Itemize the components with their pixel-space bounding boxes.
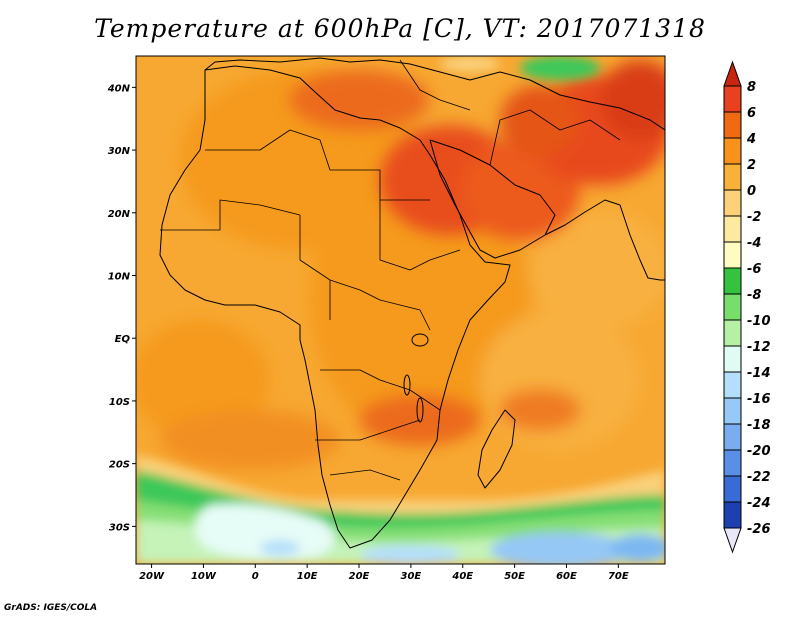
colorbar-label: 8 — [747, 80, 756, 95]
longitude-axis: 20W 10W 0 10E 20E 30E 40E 50E 60E 70E — [139, 564, 629, 582]
map-title: Temperature at 600hPa [C], VT: 201707131… — [94, 14, 706, 43]
lat-label: 30N — [108, 146, 131, 157]
lon-label: 70E — [608, 571, 629, 582]
colorbar-label: -22 — [747, 470, 771, 485]
colorbar-box — [723, 241, 742, 269]
latitude-axis: 40N 30N 20N 10N EQ 10S 20S 30S — [107, 83, 136, 533]
colorbar-label: -12 — [747, 340, 771, 355]
colorbar-label: -16 — [747, 392, 771, 407]
lon-label: 50E — [504, 571, 525, 582]
colorbar-top-arrow — [723, 60, 742, 87]
colorbar-label: -8 — [747, 288, 761, 303]
lon-label: 10E — [297, 571, 318, 582]
colorbar-box — [723, 345, 742, 373]
colorbar-label: 4 — [746, 132, 756, 147]
colorbar-box — [723, 137, 742, 165]
colorbar-label: -10 — [747, 314, 771, 329]
colorbar-bottom-arrow — [723, 527, 742, 554]
colorbar-label: -18 — [747, 418, 771, 433]
colorbar-box — [723, 397, 742, 425]
temperature-field — [136, 56, 665, 564]
colorbar-label: -26 — [747, 522, 771, 537]
credit-text: GrADS: IGES/COLA — [4, 603, 98, 613]
colorbar-box — [723, 501, 742, 529]
arabia — [429, 139, 556, 259]
colorbar-label: -4 — [747, 236, 761, 251]
asia-coast — [544, 199, 665, 281]
colorbar-box — [723, 423, 742, 451]
colorbar-box — [723, 267, 742, 295]
colorbar-label: -2 — [747, 210, 761, 225]
lat-label: EQ — [115, 334, 131, 345]
colorbar-box — [723, 475, 742, 503]
cool-regions — [136, 56, 665, 564]
colorbar-label: 2 — [747, 158, 756, 173]
madagascar — [477, 409, 516, 489]
lon-label: 20E — [349, 571, 370, 582]
colorbar-box — [723, 293, 742, 321]
colorbar-box — [723, 371, 742, 399]
coastlines — [159, 57, 665, 549]
lon-label: 30E — [400, 571, 421, 582]
colorbar-label: 0 — [747, 184, 756, 199]
colorbar-label: 6 — [747, 106, 756, 121]
colorbar-box — [723, 215, 742, 243]
lon-label: 40E — [451, 571, 473, 582]
lon-label: 0 — [252, 571, 259, 582]
lat-label: 10S — [109, 397, 130, 408]
colorbar-label: -6 — [747, 262, 761, 277]
lon-label: 60E — [556, 571, 577, 582]
colorbar-box — [723, 111, 742, 139]
colorbar-box — [723, 319, 742, 347]
map-frame — [135, 55, 666, 565]
lon-label: 10W — [191, 571, 217, 582]
colorbar-box — [723, 449, 742, 477]
lat-label: 20S — [109, 460, 130, 471]
colorbar-label: -14 — [747, 366, 771, 381]
colorbar: 8 6 4 2 0 -2 -4 -6 -8 -10 -12 -14 -16 -18 -20 -22 -24 -26 — [723, 60, 771, 554]
lat-label: 30S — [109, 522, 130, 533]
africa-coastline — [159, 65, 511, 549]
colorbar-label: -24 — [747, 496, 771, 511]
lat-label: 10N — [108, 272, 131, 283]
lon-label: 20W — [139, 571, 165, 582]
lat-label: 40N — [107, 83, 131, 94]
lat-label: 20N — [108, 209, 131, 220]
colorbar-box — [723, 189, 742, 217]
colorbar-box — [723, 163, 742, 191]
europe-coast — [204, 57, 665, 131]
colorbar-label: -20 — [747, 444, 771, 459]
colorbar-box — [723, 85, 742, 113]
